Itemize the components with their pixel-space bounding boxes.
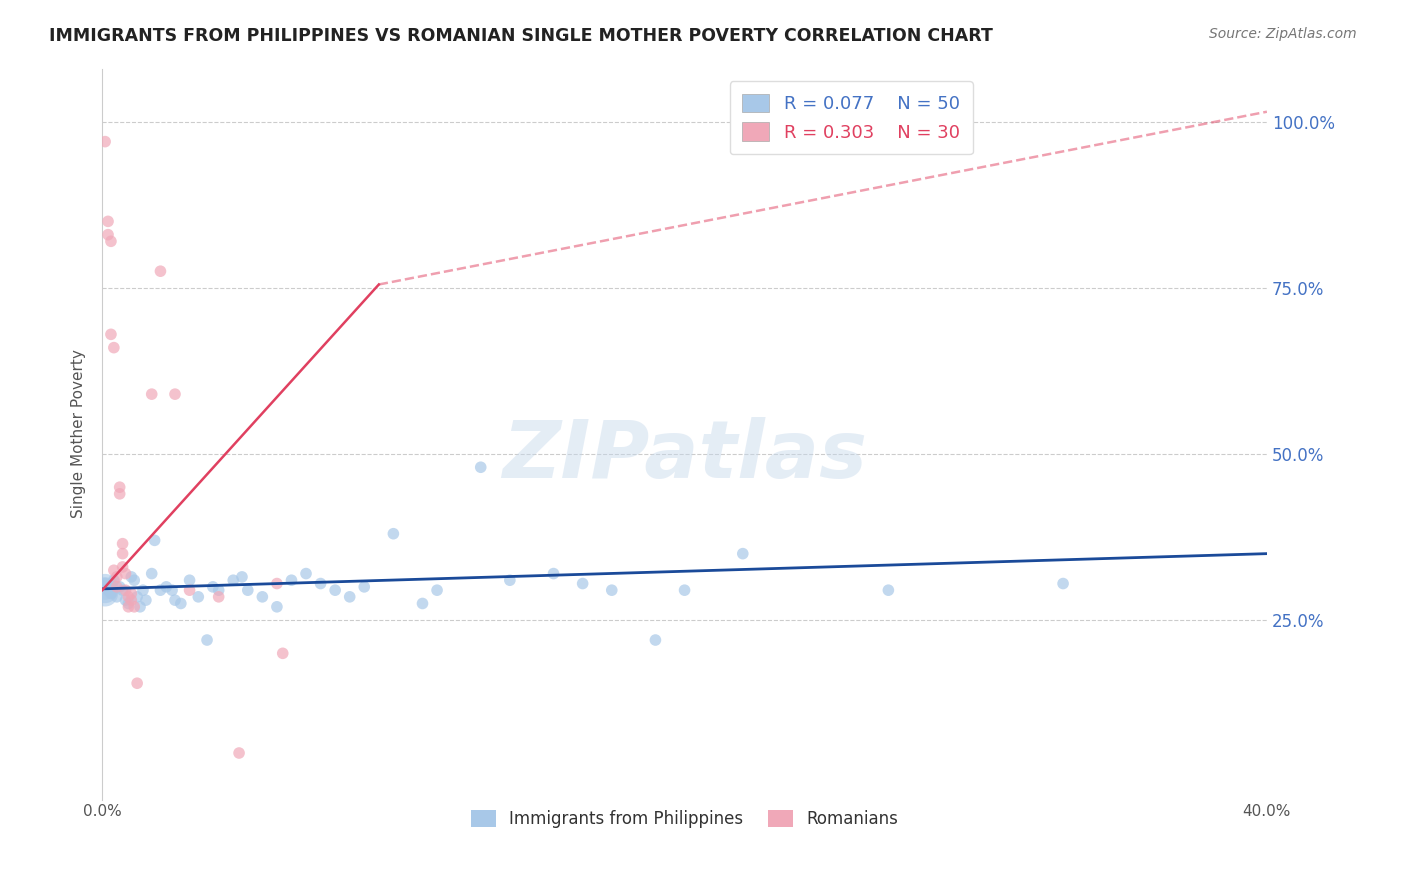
Point xyxy=(114,583,136,598)
Point xyxy=(108,487,131,501)
Point xyxy=(179,583,201,598)
Point xyxy=(228,746,250,760)
Point xyxy=(1052,576,1074,591)
Point xyxy=(644,633,666,648)
Point xyxy=(94,586,117,600)
Point xyxy=(280,573,302,587)
Point xyxy=(141,566,163,581)
Point xyxy=(122,573,145,587)
Point xyxy=(149,264,172,278)
Point xyxy=(129,599,152,614)
Point xyxy=(111,583,134,598)
Point xyxy=(160,583,183,598)
Point xyxy=(132,583,155,598)
Point xyxy=(127,676,149,690)
Point xyxy=(353,580,375,594)
Point xyxy=(143,533,166,548)
Point xyxy=(208,590,231,604)
Point xyxy=(108,480,131,494)
Point xyxy=(149,583,172,598)
Point xyxy=(103,341,125,355)
Text: IMMIGRANTS FROM PHILIPPINES VS ROMANIAN SINGLE MOTHER POVERTY CORRELATION CHART: IMMIGRANTS FROM PHILIPPINES VS ROMANIAN … xyxy=(49,27,993,45)
Point xyxy=(208,583,231,598)
Point xyxy=(271,646,294,660)
Point xyxy=(266,599,288,614)
Text: ZIPatlas: ZIPatlas xyxy=(502,417,868,495)
Point xyxy=(117,590,139,604)
Point xyxy=(195,633,218,648)
Point xyxy=(673,583,696,598)
Point xyxy=(731,547,754,561)
Point xyxy=(103,563,125,577)
Point xyxy=(155,580,177,594)
Legend: Immigrants from Philippines, Romanians: Immigrants from Philippines, Romanians xyxy=(464,804,905,835)
Point xyxy=(543,566,565,581)
Point xyxy=(114,593,136,607)
Point xyxy=(94,580,117,594)
Point xyxy=(111,560,134,574)
Point xyxy=(187,590,209,604)
Point xyxy=(97,583,120,598)
Point xyxy=(100,586,122,600)
Point xyxy=(105,590,128,604)
Point xyxy=(117,599,139,614)
Point xyxy=(122,599,145,614)
Point xyxy=(600,583,623,598)
Point xyxy=(141,387,163,401)
Point xyxy=(111,536,134,550)
Point xyxy=(499,573,522,587)
Point xyxy=(120,570,142,584)
Point xyxy=(94,135,117,149)
Point xyxy=(100,235,122,249)
Point xyxy=(103,573,125,587)
Point xyxy=(309,576,332,591)
Point xyxy=(163,387,186,401)
Point xyxy=(231,570,253,584)
Point xyxy=(111,547,134,561)
Point xyxy=(114,566,136,581)
Point xyxy=(179,573,201,587)
Point xyxy=(236,583,259,598)
Point xyxy=(94,576,117,591)
Point xyxy=(201,580,224,594)
Point xyxy=(170,597,193,611)
Point xyxy=(117,597,139,611)
Point xyxy=(470,460,492,475)
Point xyxy=(105,570,128,584)
Point xyxy=(100,327,122,342)
Point xyxy=(339,590,361,604)
Y-axis label: Single Mother Poverty: Single Mother Poverty xyxy=(72,350,86,518)
Point xyxy=(222,573,245,587)
Point xyxy=(135,593,157,607)
Point xyxy=(97,214,120,228)
Point xyxy=(571,576,593,591)
Point xyxy=(94,583,117,598)
Point xyxy=(323,583,346,598)
Point xyxy=(266,576,288,591)
Point xyxy=(382,526,405,541)
Point xyxy=(295,566,318,581)
Point xyxy=(105,580,128,594)
Point xyxy=(120,593,142,607)
Point xyxy=(411,597,433,611)
Point xyxy=(163,593,186,607)
Point xyxy=(127,590,149,604)
Point xyxy=(108,580,131,594)
Point xyxy=(252,590,274,604)
Point xyxy=(426,583,449,598)
Point xyxy=(877,583,900,598)
Point xyxy=(97,227,120,242)
Text: Source: ZipAtlas.com: Source: ZipAtlas.com xyxy=(1209,27,1357,41)
Point xyxy=(120,586,142,600)
